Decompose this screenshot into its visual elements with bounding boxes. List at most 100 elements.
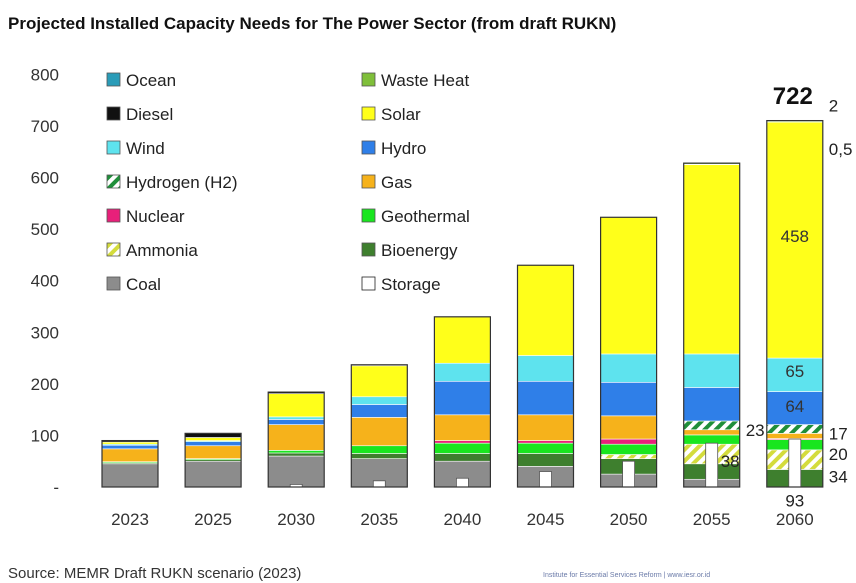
bar-segment-hydrogen-h2- [766, 424, 824, 434]
legend-item-hydro: Hydro [361, 139, 426, 158]
legend-swatch [106, 276, 121, 291]
data-label: 23 [746, 421, 765, 440]
bar-segment-storage [788, 438, 802, 488]
x-tick-label: 2030 [277, 510, 315, 529]
legend-item-gas: Gas [361, 173, 412, 192]
bar-segment-hydro [101, 444, 159, 450]
data-label: 20 [829, 445, 848, 464]
bar-segment-geothermal [517, 442, 574, 454]
y-tick-label: 500 [31, 220, 59, 239]
legend-swatch [106, 140, 121, 155]
legend-swatch [361, 276, 376, 291]
legend-item-wind: Wind [106, 139, 165, 158]
legend-label: Wind [126, 139, 165, 158]
bar-stack-2023 [101, 439, 159, 488]
bar-outline [516, 264, 575, 488]
bar-segment-hydro [434, 380, 491, 416]
bar-stack-2055 [683, 162, 741, 488]
bar-segment-coal [101, 463, 159, 488]
bar-segment-solar [517, 264, 574, 356]
legend-label: Geothermal [381, 207, 470, 226]
bar-outline [683, 162, 741, 488]
bar-segment-solar [683, 164, 741, 355]
bar-segment-wind [350, 396, 408, 405]
bar-segment-gas [101, 448, 159, 463]
total-label: 722 [773, 83, 813, 110]
data-label: 64 [785, 397, 804, 416]
legend-swatch [106, 72, 121, 87]
bar-segment-storage [372, 480, 386, 488]
bar-segment-hydro [517, 380, 574, 416]
y-tick-label: 700 [31, 117, 59, 136]
bars-layer [101, 119, 824, 488]
legend-swatch [361, 208, 376, 223]
legend-swatch [106, 174, 121, 189]
bar-segment-solar [350, 365, 408, 398]
legend: Ocean Waste Heat Diesel Solar Wind Hydro Hydro… [106, 71, 470, 294]
x-tick-label: 2060 [776, 510, 814, 529]
x-tick-label: 2023 [111, 510, 149, 529]
legend-item-coal: Coal [106, 275, 161, 294]
legend-label: Solar [381, 105, 421, 124]
legend-swatch [106, 208, 121, 223]
bar-segment-gas [350, 417, 408, 447]
bar-stack-2030 [267, 391, 325, 488]
bar-segment-wind [766, 357, 824, 392]
bar-segment-hydro [350, 404, 408, 418]
legend-swatch [361, 140, 376, 155]
bar-segment-hydro [600, 382, 657, 417]
bar-stack-2060 [766, 119, 824, 488]
y-tick-label: 200 [31, 375, 59, 394]
bar-outline [267, 391, 325, 488]
bar-segment-storage [539, 471, 552, 488]
legend-swatch [361, 242, 376, 257]
legend-label: Ammonia [126, 241, 198, 260]
data-label: 458 [781, 227, 809, 246]
bar-segment-hydro [184, 441, 242, 447]
bar-segment-solar [600, 216, 657, 355]
bar-segment-gas [517, 414, 574, 441]
bar-segment-ammonia [600, 454, 657, 459]
bar-segment-wind [517, 355, 574, 382]
legend-label: Bioenergy [381, 241, 458, 260]
bar-segment-hydro [766, 391, 824, 425]
bar-outline [184, 432, 242, 488]
legend-label: Storage [381, 275, 441, 294]
y-tick-label: - [53, 478, 59, 497]
bar-segment-solar [267, 393, 325, 418]
bar-stack-2050 [599, 216, 658, 488]
legend-item-hydrogen-h2-: Hydrogen (H2) [106, 173, 238, 192]
legend-swatch [361, 106, 376, 121]
bar-segment-bioenergy [434, 453, 491, 462]
data-label: 0,5 [829, 140, 853, 159]
bar-outline [101, 439, 159, 488]
legend-swatch [106, 106, 121, 121]
bar-segment-geothermal [434, 442, 491, 454]
x-axis: 2023 2025 2030 2035 2040 2045 2050 2055 2060 [111, 510, 814, 529]
chart-title: Projected Installed Capacity Needs for T… [8, 14, 617, 33]
bar-segment-wind [600, 353, 657, 383]
bar-segment-solar [101, 441, 159, 445]
data-label: 93 [785, 491, 804, 510]
bar-segment-hydro [683, 387, 741, 422]
legend-label: Hydrogen (H2) [126, 173, 238, 192]
bar-outline [766, 119, 824, 488]
bar-segment-solar [766, 121, 824, 359]
legend-label: Ocean [126, 71, 176, 90]
x-tick-label: 2040 [443, 510, 481, 529]
bar-segment-gas [267, 424, 325, 451]
legend-label: Hydro [381, 139, 426, 158]
legend-swatch [361, 174, 376, 189]
bar-segment-gas [434, 414, 491, 441]
legend-swatch [361, 72, 376, 87]
annotations-layer: 722 2 0,5 458 65 64 17 20 34 93 23 38 [721, 83, 853, 510]
bar-segment-solar [184, 437, 242, 441]
bar-segment-storage [455, 477, 469, 488]
bar-segment-geothermal [267, 450, 325, 454]
legend-label: Coal [126, 275, 161, 294]
bar-segment-gas [766, 433, 824, 439]
bar-outline [433, 316, 491, 488]
y-tick-label: 400 [31, 272, 59, 291]
legend-item-solar: Solar [361, 105, 421, 124]
